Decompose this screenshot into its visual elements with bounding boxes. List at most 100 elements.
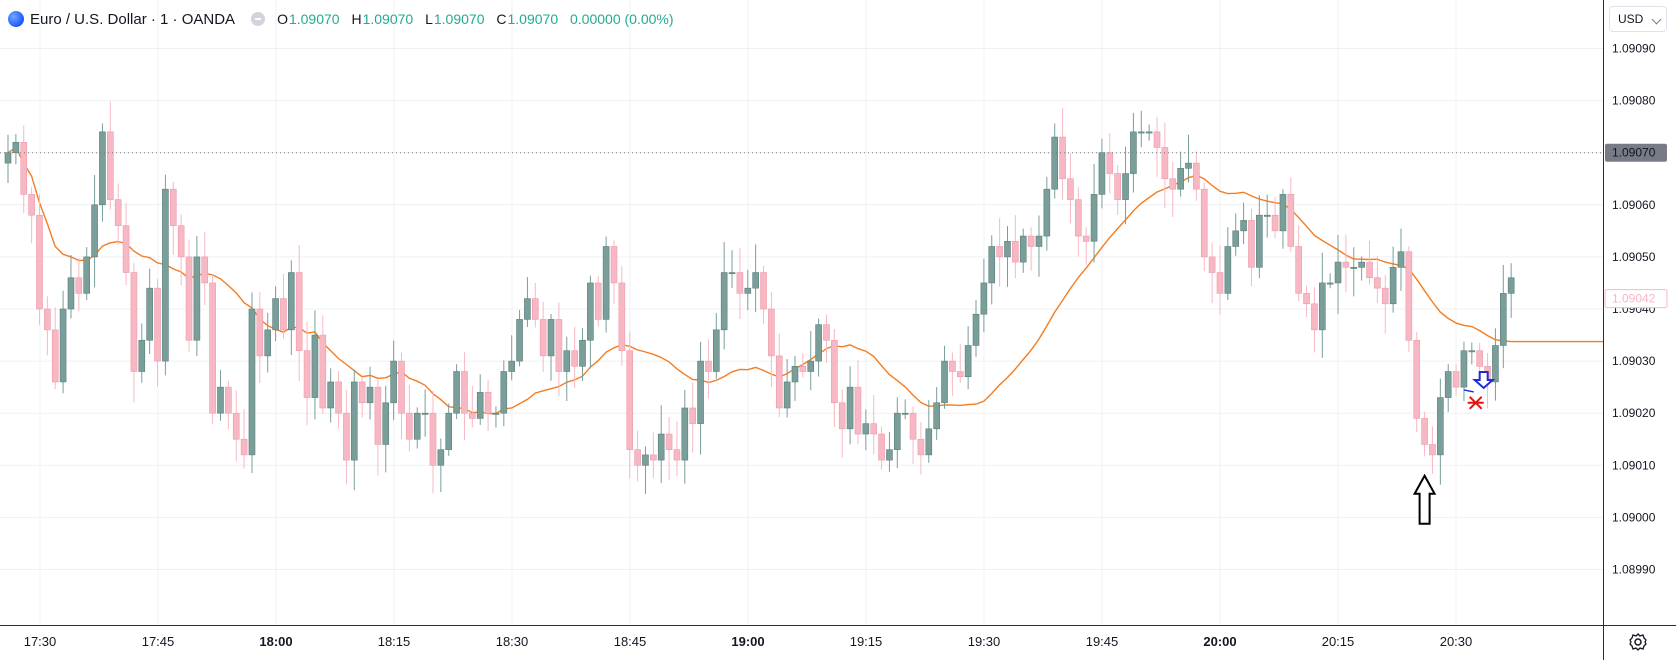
candle-body: [1318, 282, 1326, 331]
candle-body: [602, 246, 610, 320]
candle-body: [838, 402, 846, 430]
candle-body: [264, 329, 272, 357]
candle-body: [67, 277, 75, 310]
candle-body: [1193, 162, 1200, 190]
candle-body: [421, 412, 429, 415]
candle-body: [1075, 199, 1082, 237]
candle-body: [642, 454, 649, 466]
candle-body: [248, 308, 256, 456]
time-tick-label: 18:45: [614, 634, 647, 649]
candle-body: [240, 438, 248, 456]
candle-body: [51, 329, 59, 383]
candle-body: [1279, 194, 1287, 232]
candle-body: [1444, 371, 1452, 398]
open-label: O: [277, 11, 288, 27]
candle-body: [319, 334, 327, 409]
candle-body: [941, 360, 948, 404]
candle-body: [99, 131, 106, 206]
candle-body: [406, 412, 413, 440]
candle-body: [539, 319, 547, 357]
candle-body: [358, 381, 366, 404]
candle-body: [1303, 293, 1310, 305]
candle-body: [177, 225, 185, 258]
candle-body: [650, 454, 657, 461]
candle-body: [169, 188, 177, 226]
candle-body: [225, 386, 232, 414]
arrow-up-icon: [1412, 473, 1437, 525]
candle-body: [972, 313, 980, 346]
candle-body: [610, 246, 618, 284]
candle-body: [374, 386, 382, 445]
candle-body: [1468, 350, 1476, 353]
price-tick-label: 1.09060: [1612, 198, 1656, 212]
candle-body: [980, 282, 988, 315]
candle-body: [193, 256, 201, 341]
time-tick-label: 20:15: [1322, 634, 1355, 649]
candle-body: [775, 355, 783, 409]
candle-body: [1137, 131, 1145, 134]
candle-body: [579, 339, 586, 367]
high-label: H: [351, 11, 362, 27]
candle-body: [335, 381, 342, 414]
candle-body: [712, 329, 720, 372]
candle-body: [736, 272, 744, 294]
candle-body: [1027, 235, 1035, 247]
candle-body: [429, 412, 437, 466]
time-tick-label: 17:30: [24, 634, 57, 649]
low-label: L: [425, 11, 433, 27]
candle-body: [1350, 267, 1358, 269]
candle-body: [1114, 173, 1121, 200]
candle-body: [1216, 272, 1224, 294]
candle-body: [1177, 168, 1184, 190]
candle-body: [925, 428, 933, 456]
currency-selector[interactable]: USD: [1609, 6, 1667, 32]
current-price-label: 1.09042: [1612, 292, 1656, 306]
candle-body: [1169, 178, 1177, 190]
arrow-down-icon: [1472, 370, 1496, 390]
candle-body: [1232, 230, 1240, 247]
candle-body: [1381, 287, 1389, 305]
moving-average-line: [7, 146, 1603, 415]
candle-body: [1248, 220, 1255, 268]
candle-body: [1224, 246, 1232, 294]
candle-body: [59, 308, 67, 383]
gear-icon[interactable]: [1628, 632, 1648, 652]
time-tick-label: 19:45: [1086, 634, 1119, 649]
collapse-legend-icon[interactable]: [251, 12, 266, 26]
time-tick-label: 20:30: [1440, 634, 1473, 649]
candle-body: [1271, 214, 1279, 232]
candle-body: [673, 449, 681, 461]
candle-body: [1098, 152, 1106, 195]
close-value: 1.09070: [507, 11, 559, 27]
candle-body: [665, 433, 673, 450]
open-value: 1.09070: [288, 11, 340, 27]
candle-body: [846, 386, 854, 430]
time-tick-label: 18:15: [378, 634, 411, 649]
candle-body: [956, 371, 964, 378]
price-axis-background[interactable]: [1603, 0, 1676, 660]
candle-body: [823, 324, 830, 341]
time-axis-background[interactable]: [0, 625, 1603, 660]
candle-body: [36, 214, 43, 310]
candle-body: [720, 272, 728, 331]
currency-label: USD: [1618, 12, 1644, 26]
annotation-line: [1463, 389, 1474, 393]
symbol-title[interactable]: Euro / U.S. Dollar · 1 · OANDA: [30, 10, 236, 28]
candle-body: [1067, 178, 1074, 200]
candle-body: [555, 319, 563, 372]
cross-icon: [1467, 396, 1484, 410]
candle-body: [1500, 293, 1507, 346]
candle-body: [752, 272, 759, 289]
candle-body: [1059, 136, 1066, 180]
candle-body: [689, 407, 696, 424]
candle-body: [398, 360, 405, 414]
candle-body: [75, 277, 83, 294]
ohlc-values: O1.09070 H1.09070 L1.09070 C1.09070 0.00…: [277, 11, 681, 27]
high-value: 1.09070: [362, 11, 414, 27]
candle-body: [162, 188, 169, 362]
candle-body: [1145, 131, 1153, 134]
candle-body: [870, 423, 878, 435]
change-value: 0.00000 (0.00%): [570, 11, 674, 27]
candle-body: [138, 339, 146, 372]
